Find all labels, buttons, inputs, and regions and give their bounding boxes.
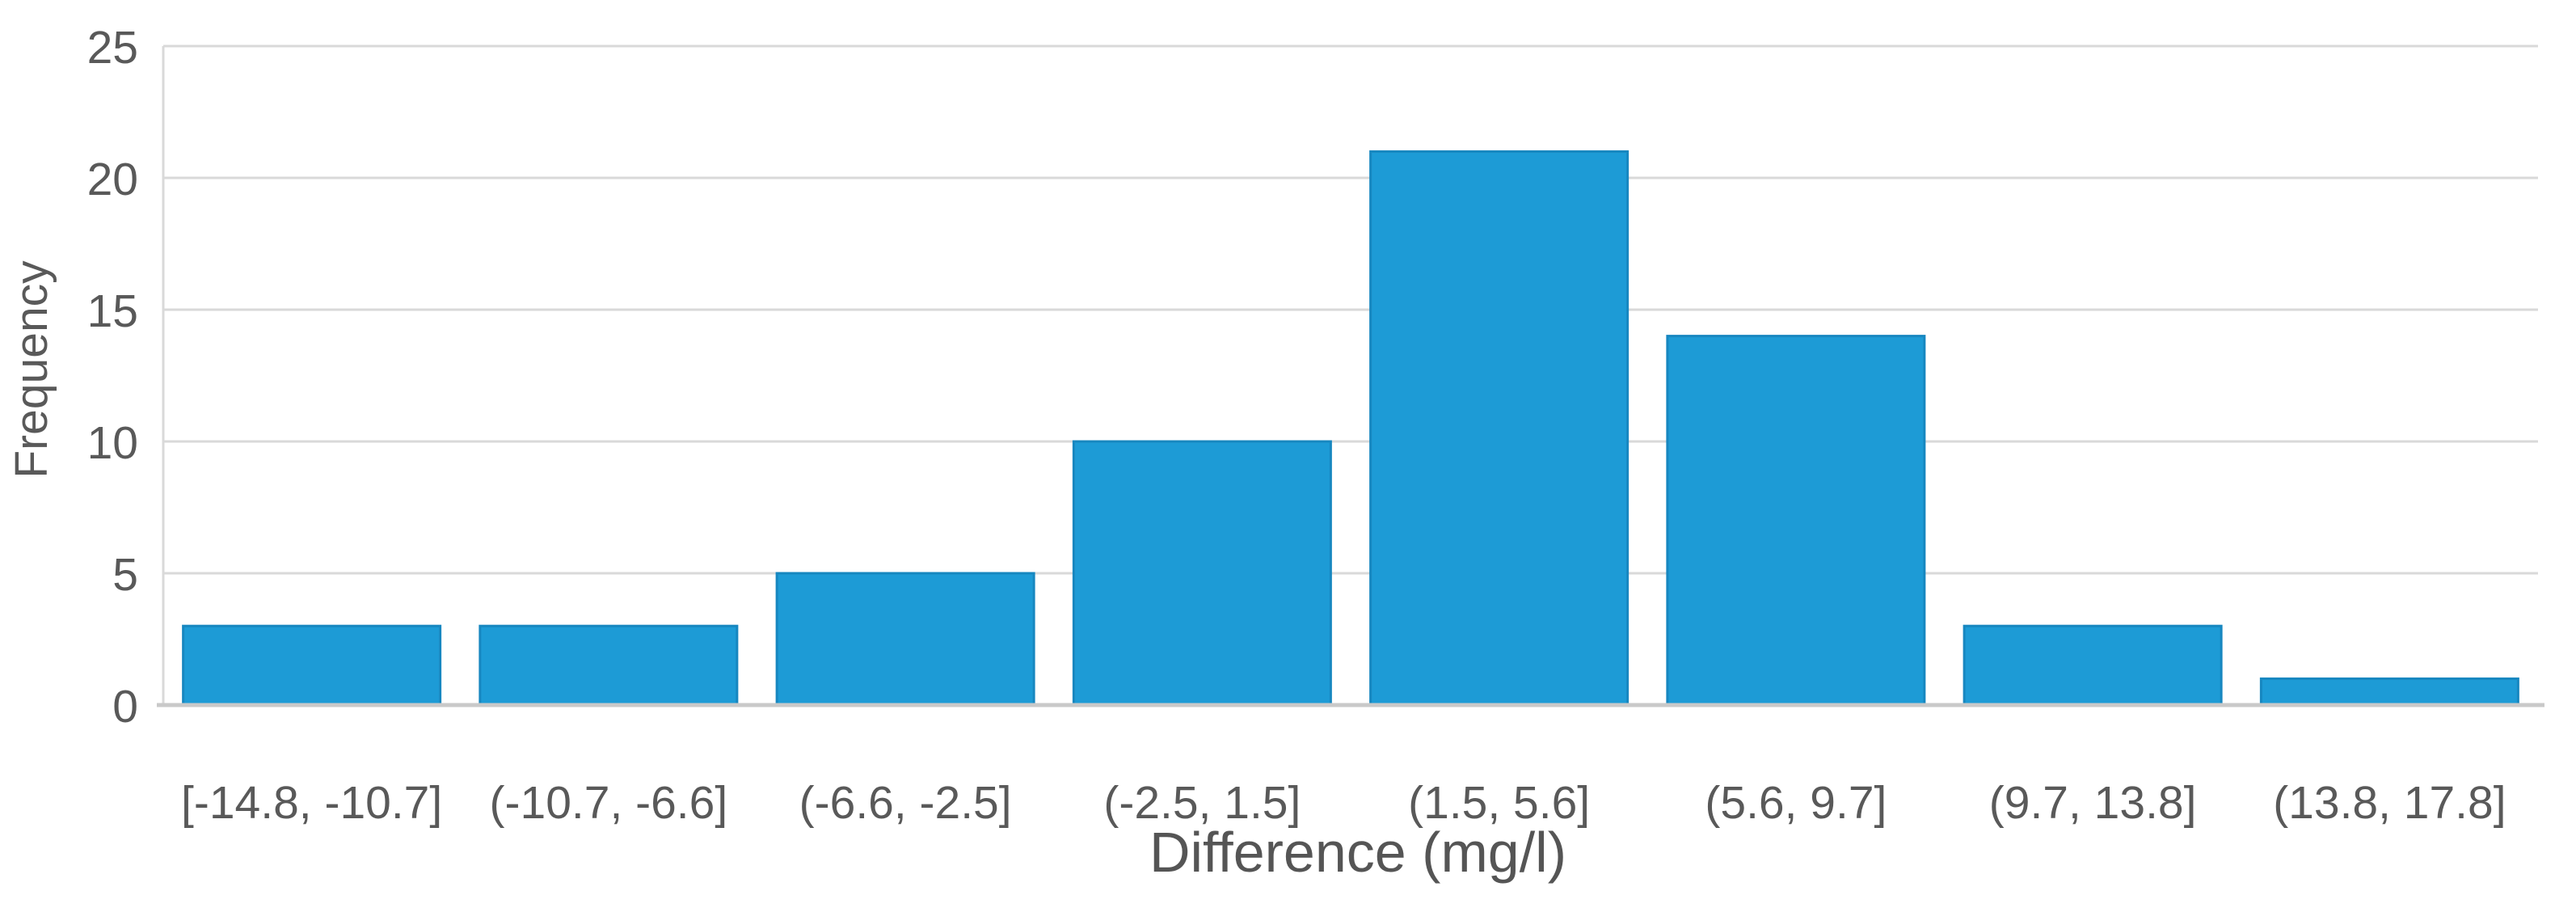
y-tick-label: 10 [87,417,138,469]
x-tick-label: [-14.8, -10.7] [181,777,442,829]
y-tick-label: 0 [112,681,138,733]
bar [775,572,1035,707]
bar [182,624,442,707]
y-tick-label: 5 [112,549,138,601]
y-tick-label: 15 [87,285,138,337]
x-tick-label: (-6.6, -2.5] [799,777,1012,829]
x-axis-title: Difference (mg/l) [1149,821,1566,884]
bar [1369,150,1629,707]
x-tick-label: (-2.5, 1.5] [1103,777,1301,829]
gridlines [163,44,2538,707]
bar [2259,677,2519,707]
bars [182,150,2519,707]
x-axis-labels: [-14.8, -10.7] (-10.7, -6.6] (-6.6, -2.5] (… [181,777,2506,829]
x-tick-label: (5.6, 9.7] [1705,777,1887,829]
bar [1963,624,2223,707]
x-tick-label: (9.7, 13.8] [1989,777,2197,829]
x-tick-label: (1.5, 5.6] [1408,777,1590,829]
bar [1072,440,1332,707]
axis-lines [157,46,2544,707]
y-tick-label: 25 [87,22,138,74]
y-axis-title: Frequency [6,260,57,479]
bar [479,624,739,707]
x-tick-label: (13.8, 17.8] [2273,777,2506,829]
bar [1666,335,1926,707]
y-tick-label: 20 [87,154,138,205]
x-tick-label: (-10.7, -6.6] [490,777,728,829]
y-axis-labels: 0 5 10 15 20 25 [87,22,138,733]
